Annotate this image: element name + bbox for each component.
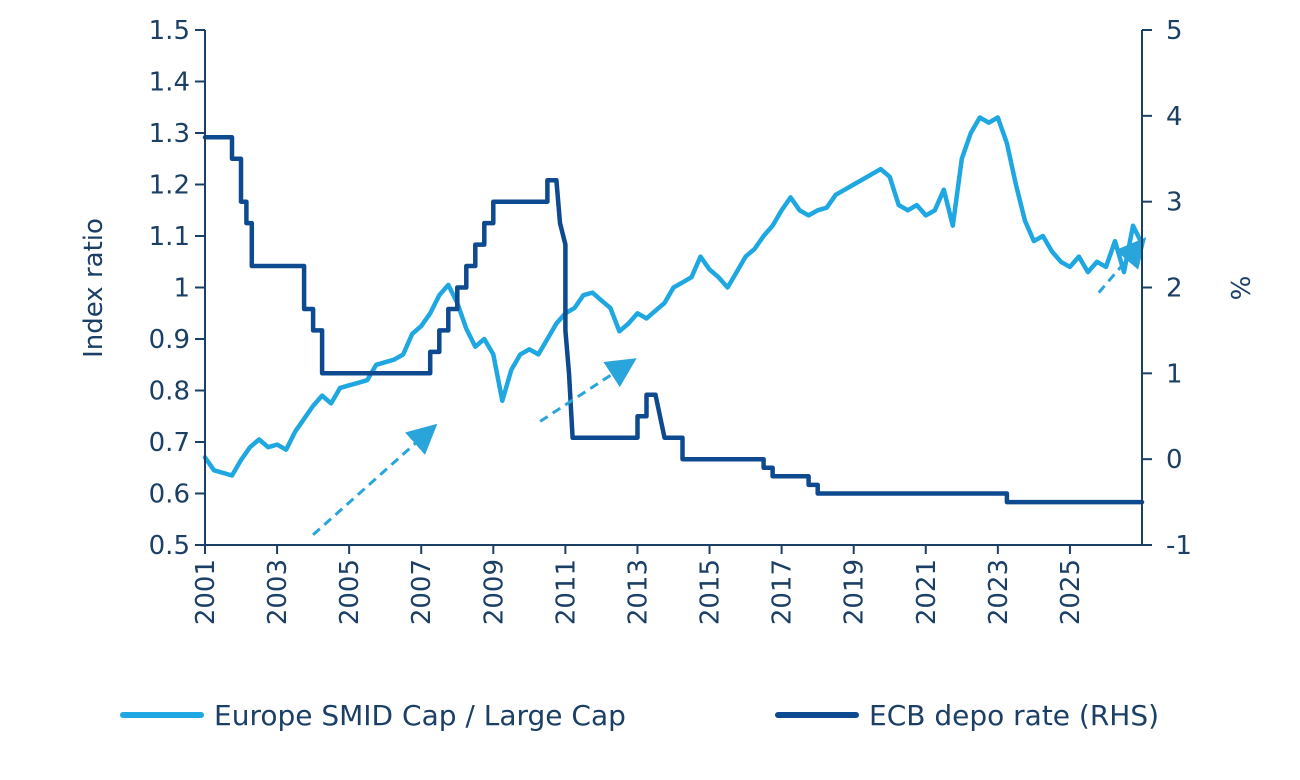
x-tick-label: 2017 — [768, 559, 798, 625]
right-tick-label: -1 — [1166, 531, 1192, 561]
left-tick-label: 1 — [173, 274, 190, 304]
x-tick-label: 2005 — [335, 559, 365, 625]
legend-ecb-label: ECB depo rate (RHS) — [869, 698, 1160, 732]
right-tick-label: 3 — [1166, 188, 1183, 218]
right-tick-label: 0 — [1166, 445, 1183, 475]
right-axis: -1 0 1 2 3 4 5 — [1141, 16, 1192, 561]
y-axis-label-right: % — [1227, 276, 1257, 301]
right-tick-label: 2 — [1166, 274, 1183, 304]
left-tick-label: 1.2 — [149, 171, 190, 201]
x-tick-label: 2025 — [1056, 559, 1086, 625]
left-tick-label: 0.8 — [149, 377, 190, 407]
legend-item-smid: Europe SMID Cap / Large Cap — [120, 693, 626, 737]
x-tick-label: 2023 — [984, 559, 1014, 625]
left-tick-label: 0.5 — [149, 531, 190, 561]
x-axis: 2001 2003 2005 2007 2009 2011 2013 2015 2017 2019… — [191, 544, 1142, 625]
trend-arrow-1 — [312, 423, 438, 536]
left-tick-label: 1.3 — [149, 119, 190, 149]
trend-arrow-2 — [539, 358, 637, 423]
left-tick-label: 1.1 — [149, 222, 190, 252]
right-tick-label: 4 — [1166, 102, 1183, 132]
legend-smid-swatch — [120, 712, 204, 718]
annotations-layer — [312, 237, 1147, 536]
legend-ecb-swatch — [775, 712, 859, 718]
series-line-ecb — [202, 135, 1145, 505]
x-tick-label: 2001 — [191, 559, 221, 625]
legend-smid-label: Europe SMID Cap / Large Cap — [214, 698, 626, 732]
x-tick-label: 2007 — [407, 559, 437, 625]
x-tick-label: 2013 — [623, 559, 653, 625]
x-tick-label: 2003 — [263, 559, 293, 625]
x-tick-label: 2021 — [912, 559, 942, 625]
x-tick-label: 2009 — [479, 559, 509, 625]
left-tick-label: 1.5 — [149, 16, 190, 46]
trend-arrow-3 — [1097, 237, 1147, 294]
y-axis-label-left: Index ratio — [79, 218, 109, 358]
legend-item-ecb: ECB depo rate (RHS) — [775, 693, 1159, 737]
x-tick-label: 2019 — [840, 559, 870, 625]
left-tick-label: 1.4 — [149, 68, 190, 98]
left-tick-label: 0.9 — [149, 325, 190, 355]
x-tick-label: 2015 — [696, 559, 726, 625]
right-tick-label: 5 — [1166, 16, 1183, 46]
right-tick-label: 1 — [1166, 359, 1183, 389]
left-axis: 0.5 0.6 0.7 0.8 0.9 1 1.1 1.2 1.3 1.4 1.5 — [149, 16, 206, 561]
left-tick-label: 0.6 — [149, 480, 190, 510]
left-tick-label: 0.7 — [149, 428, 190, 458]
series-layer — [202, 115, 1145, 505]
x-tick-label: 2011 — [551, 559, 581, 625]
series-line-smid — [202, 115, 1145, 478]
